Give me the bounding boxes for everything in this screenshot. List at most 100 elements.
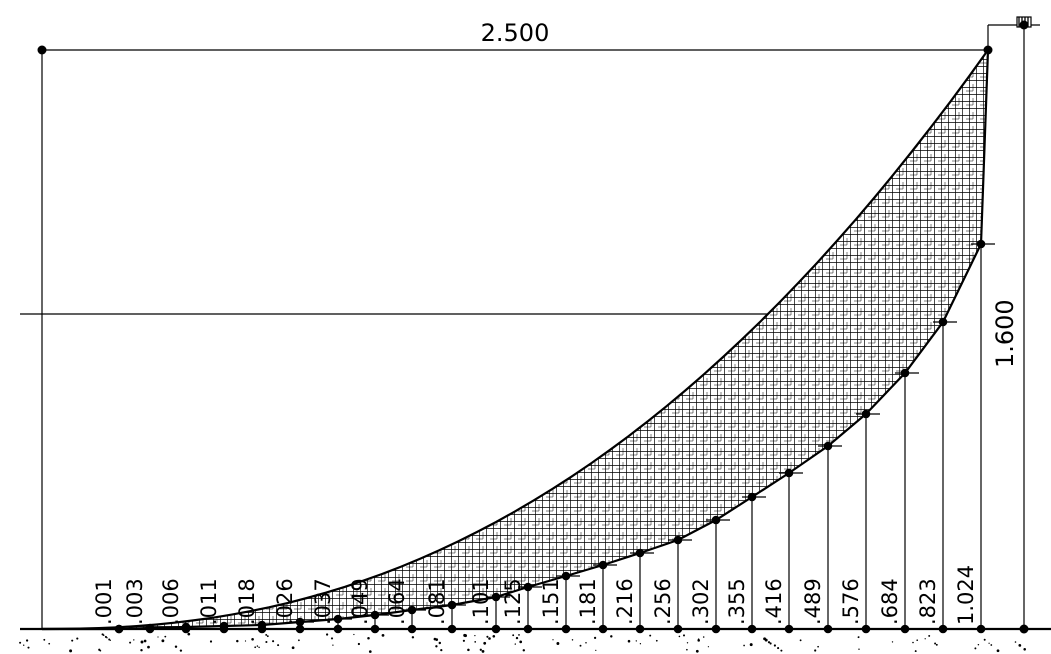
ground-speck (702, 636, 705, 638)
ground-speck (924, 638, 926, 640)
ground-speck (934, 642, 937, 645)
ground-speck (682, 634, 686, 637)
ground-speck (571, 639, 574, 641)
ordinate-label: .181 (576, 578, 600, 625)
ground-speck (48, 642, 51, 645)
ordinate-base-dot (491, 624, 501, 634)
ordinate-label: .576 (839, 578, 863, 625)
hatched-band (42, 50, 988, 629)
ground-speck (462, 639, 465, 642)
ground-speck (649, 634, 652, 637)
ground-speck (69, 649, 73, 653)
ground-speck (43, 638, 46, 641)
ground-speck (595, 649, 597, 652)
ordinate-base-dot (333, 624, 343, 634)
ordinate-top-dot (784, 468, 794, 478)
ground-speck (488, 637, 491, 640)
ground-speck (353, 633, 355, 636)
ground-speck (486, 635, 489, 638)
ordinate-label: .302 (689, 578, 713, 625)
height-bottom-tick (1019, 624, 1029, 634)
ground-speck (697, 639, 700, 642)
ordinate-base-dot (370, 624, 380, 634)
ground-speck (266, 635, 269, 638)
ground-speck (157, 636, 159, 638)
ordinate-top-dot (938, 317, 948, 327)
ground-speck (707, 646, 710, 648)
ground-speck (367, 636, 370, 640)
ordinate-top-dot (861, 409, 871, 419)
ground-speck (858, 648, 860, 650)
ordinate-top-dot (491, 592, 501, 602)
ground-speck (655, 639, 658, 642)
ground-speck (1019, 645, 1022, 647)
ordinate-base-dot (711, 624, 721, 634)
ordinate-label: .003 (123, 578, 147, 625)
ordinate-top-dot (295, 617, 305, 627)
ordinate-top-dot (598, 560, 608, 570)
ground-speck (983, 638, 986, 641)
ground-texture (19, 632, 1026, 653)
ground-speck (463, 633, 467, 637)
ordinate-base-dot (295, 624, 305, 634)
ground-speck (147, 645, 150, 649)
ground-speck (102, 634, 105, 636)
ground-speck (99, 649, 102, 652)
ground-speck (27, 646, 30, 649)
ground-speck (928, 634, 931, 637)
ground-speck (474, 634, 476, 637)
ground-speck (817, 645, 819, 648)
ground-speck (133, 639, 135, 641)
ground-speck (483, 641, 487, 645)
ground-speck (474, 641, 477, 643)
ground-speck (140, 649, 143, 652)
ground-speck (209, 640, 213, 643)
ordinate-top-dot (181, 622, 191, 632)
ground-speck (990, 644, 993, 646)
ordinate-label: .489 (801, 578, 825, 625)
ordinate-label: .064 (385, 578, 409, 625)
ordinate-base-dot (447, 624, 457, 634)
ordinate-group: .001 .003 .006 .011 .018 .026 .037 .049 .064 .081… (92, 239, 995, 634)
ground-speck (996, 649, 1000, 653)
ordinate-label: .355 (725, 578, 749, 625)
ground-speck (518, 634, 520, 636)
ground-speck (891, 641, 894, 643)
ground-speck (977, 643, 980, 646)
ground-speck (330, 637, 334, 640)
ordinate-label: .001 (92, 578, 116, 625)
ground-speck (579, 644, 582, 647)
ordinate-label: .101 (469, 578, 493, 625)
ground-speck (916, 639, 919, 642)
ground-speck (174, 645, 178, 648)
ordinate-top-dot (823, 441, 833, 451)
ground-speck (435, 638, 439, 641)
ordinate-label: .011 (197, 578, 221, 625)
ordinate-base-dot (598, 624, 608, 634)
ordinate-top-dot (747, 492, 757, 502)
ordinate-label: .037 (311, 578, 335, 625)
ordinate-base-dot (407, 624, 417, 634)
ground-speck (780, 649, 783, 652)
ground-speck (381, 634, 385, 637)
ground-speck (109, 639, 111, 641)
ordinate-base-dot (861, 624, 871, 634)
ordinate-top-dot (635, 548, 645, 558)
ordinate-top-dot (447, 600, 457, 610)
ground-speck (164, 635, 167, 638)
lower-curve (42, 49, 990, 631)
ground-speck (552, 639, 554, 641)
ground-speck (71, 639, 74, 642)
ground-speck (764, 638, 768, 642)
ground-speck (678, 635, 681, 638)
ground-speck (593, 636, 597, 640)
ground-speck (325, 633, 329, 636)
ground-speck (236, 639, 239, 643)
ordinate-base-dot (635, 624, 645, 634)
ground-speck (686, 642, 689, 644)
ordinate-top-dot (370, 610, 380, 620)
ground-speck (767, 641, 771, 644)
ordinate-top-dot (976, 239, 986, 249)
ordinate-top-dot (114, 624, 124, 634)
ordinate-label: .049 (348, 578, 372, 625)
